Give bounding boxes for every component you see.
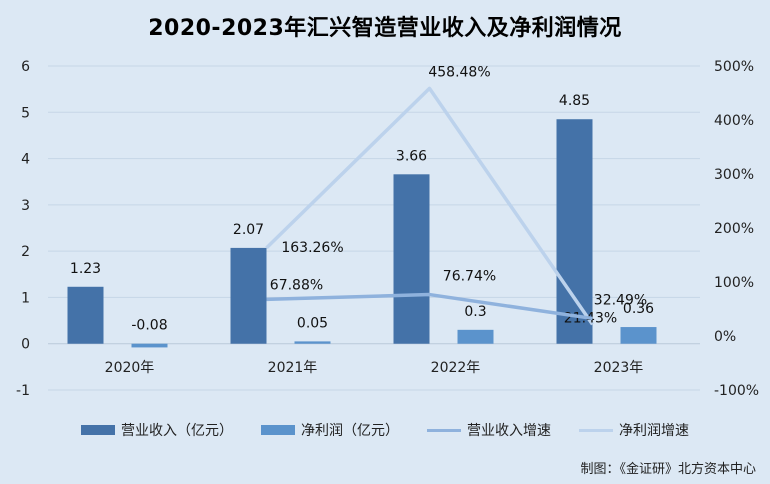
y-tick-label-right: 100% [714,275,754,291]
legend-swatch-profit-growth [579,428,613,432]
chart-credit: 制图：《金证研》北方资本中心 [580,462,756,477]
x-tick-label: 2023年 [594,360,644,376]
chart-legend: 营业收入（亿元） 净利润（亿元） 营业收入增速 净利润增速 [0,420,770,440]
revenue-bar [67,286,104,344]
legend-label-profit: 净利润（亿元） [301,423,399,439]
profit-growth-data-label: 163.26% [281,240,343,256]
profit-bar [620,327,657,344]
profit-bar [294,341,331,344]
revenue-data-label: 2.07 [233,222,264,238]
profit-data-label: -0.08 [131,318,167,334]
profit-data-label: 0.3 [464,304,486,320]
legend-label-revenue: 营业收入（亿元） [121,423,233,439]
legend-item-profit: 净利润（亿元） [261,420,399,440]
profit-data-label: 0.05 [297,315,328,331]
revenue-growth-data-label: 67.88% [270,277,323,293]
y-tick-label-left: 5 [21,105,30,121]
y-tick-label-left: 0 [21,337,30,353]
legend-swatch-revenue-growth [427,428,461,432]
y-tick-label-right: 300% [714,167,754,183]
profit-data-label: 0.36 [623,301,654,317]
revenue-bar [393,174,430,344]
y-tick-label-right: 500% [714,59,754,75]
y-tick-label-left: 3 [21,198,30,214]
profit-growth-data-label: 458.48% [428,64,490,80]
y-tick-label-right: -100% [714,383,759,399]
legend-item-revenue-growth: 营业收入增速 [427,420,551,440]
profit-growth-line [265,86,594,326]
revenue-data-label: 4.85 [559,93,590,109]
profit-bar [131,343,168,348]
y-tick-label-left: -1 [16,383,30,399]
y-tick-label-left: 4 [21,152,30,168]
x-tick-label: 2021年 [268,360,318,376]
x-tick-label: 2022年 [431,360,481,376]
y-tick-label-left: 2 [21,244,30,260]
legend-label-profit-growth: 净利润增速 [619,423,689,439]
revenue-bar [230,247,267,344]
legend-swatch-revenue [81,425,115,435]
revenue-growth-data-label: 32.49% [594,292,647,308]
legend-label-revenue-growth: 营业收入增速 [467,423,551,439]
revenue-growth-data-label: 76.74% [443,269,496,285]
chart-title: 2020-2023年汇兴智造营业收入及净利润情况 [148,16,622,41]
profit-bar [457,329,494,344]
x-tick-label: 2020年 [105,360,155,376]
y-tick-label-left: 1 [21,290,30,306]
revenue-growth-line [266,292,593,321]
revenue-bar [556,119,593,344]
legend-item-profit-growth: 净利润增速 [579,420,689,440]
y-tick-label-left: 6 [21,59,30,75]
legend-swatch-profit [261,425,295,435]
legend-item-revenue: 营业收入（亿元） [81,420,233,440]
y-tick-label-right: 400% [714,113,754,129]
y-tick-label-right: 0% [714,329,736,345]
revenue-data-label: 3.66 [396,148,427,164]
revenue-data-label: 1.23 [70,261,101,277]
y-tick-label-right: 200% [714,221,754,237]
